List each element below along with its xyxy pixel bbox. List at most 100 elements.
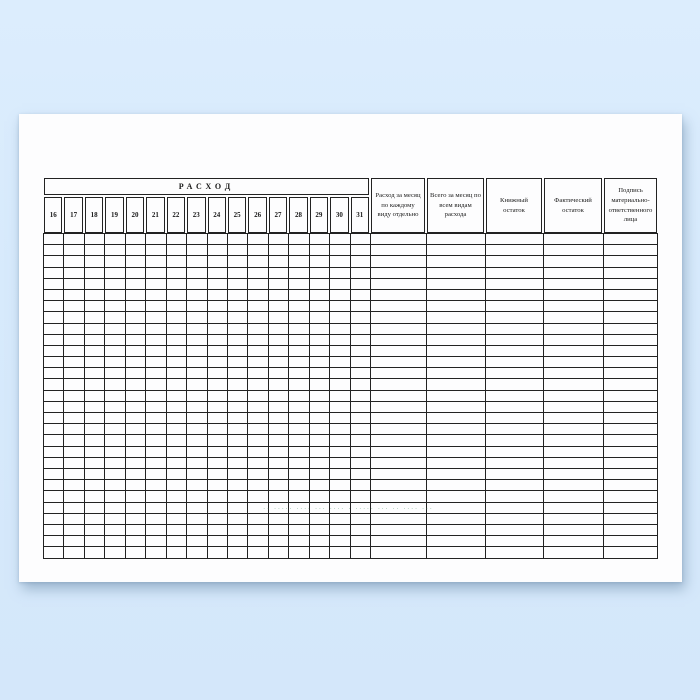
grid-cell [85,547,106,559]
grid-cell [289,547,310,559]
grid-cell [166,323,188,335]
grid-cell [371,413,427,425]
grid-cell [371,547,427,559]
grid-cell [105,401,126,413]
grid-cell [187,536,208,548]
grid-cell [146,401,167,413]
grid-cell [187,502,208,514]
grid-cell [350,357,371,369]
grid-cell [84,446,106,458]
grid-cell [166,245,188,257]
grid-cell [187,334,208,346]
grid-cell [227,401,249,413]
grid-cell [604,357,657,369]
grid-cell [187,413,208,425]
grid-cell [84,524,106,537]
grid-cell [146,413,167,425]
grid-cell [309,312,331,324]
grid-cell [371,424,427,436]
grid-cell [44,435,65,447]
grid-cell [227,312,249,324]
grid-cell [350,502,371,514]
grid-cell [207,480,228,492]
grid-cell [166,457,188,469]
grid-cell [604,324,657,335]
grid-cell [486,368,544,380]
grid-cell [84,536,106,548]
grid-cell [125,267,147,279]
grid-cell [187,547,208,559]
grid-cell [289,401,310,413]
grid-cell [105,480,126,492]
grid-cell [207,357,228,369]
grid-cell [427,468,486,481]
grid-cell [309,401,331,413]
grid-cell [248,435,269,447]
day-column-header: 29 [309,197,329,233]
grid-cell [371,390,427,402]
grid-cell [350,435,371,447]
grid-cell [350,446,371,458]
grid-cell [105,446,126,458]
grid-cell [309,536,331,548]
grid-cell [105,345,126,358]
grid-cell [227,413,249,425]
grid-cell [350,524,371,537]
grid-cell [289,424,310,436]
day-column-header: 17 [64,197,83,233]
grid-cell [227,357,249,369]
grid-cell [604,391,657,402]
grid-cell [105,312,126,324]
grid-cell [268,345,290,358]
grid-cell [146,345,167,358]
grid-cell [309,446,331,458]
grid-cell [248,457,269,469]
grid-cell [330,256,351,268]
grid-cell [125,480,147,492]
grid-cell [84,379,106,391]
grid-cell [268,413,290,425]
grid-cell [351,547,371,559]
grid-cell [207,368,228,380]
grid-cell [350,334,371,346]
grid-cell [166,390,188,402]
grid-cell [427,334,486,346]
grid-cell [84,368,106,380]
grid-cell [371,457,427,469]
grid-cell [105,513,126,525]
grid-cell [309,368,331,380]
grid-cell [350,301,371,313]
grid-cell [187,278,208,290]
grid-cell [207,424,228,436]
grid-cell [268,468,290,481]
grid-cell [105,547,126,559]
grid-cell [207,301,228,313]
grid-cell [309,256,331,268]
grid-cell [248,390,269,402]
grid-cell [544,457,604,469]
grid-cell [105,245,126,257]
grid-cell [268,524,290,537]
grid-cell [125,357,147,369]
grid-cell [330,368,351,380]
grid-cell [64,468,85,481]
grid-cell [604,279,657,290]
grid-cell [44,234,65,246]
grid-cell [330,334,351,346]
grid-cell [187,524,208,537]
grid-cell [84,301,106,313]
grid-cell [146,245,167,257]
grid-cell [289,513,310,525]
grid-cell [166,413,188,425]
grid-cell [604,447,657,458]
grid-cell [309,301,331,313]
grid-cell [309,491,331,503]
grid-cell [125,446,147,458]
grid-cell [146,513,167,525]
grid-cell [350,234,371,246]
grid-cell [146,536,167,548]
grid-cell [227,536,249,548]
grid-cell [187,234,208,246]
grid-cell [268,457,290,469]
